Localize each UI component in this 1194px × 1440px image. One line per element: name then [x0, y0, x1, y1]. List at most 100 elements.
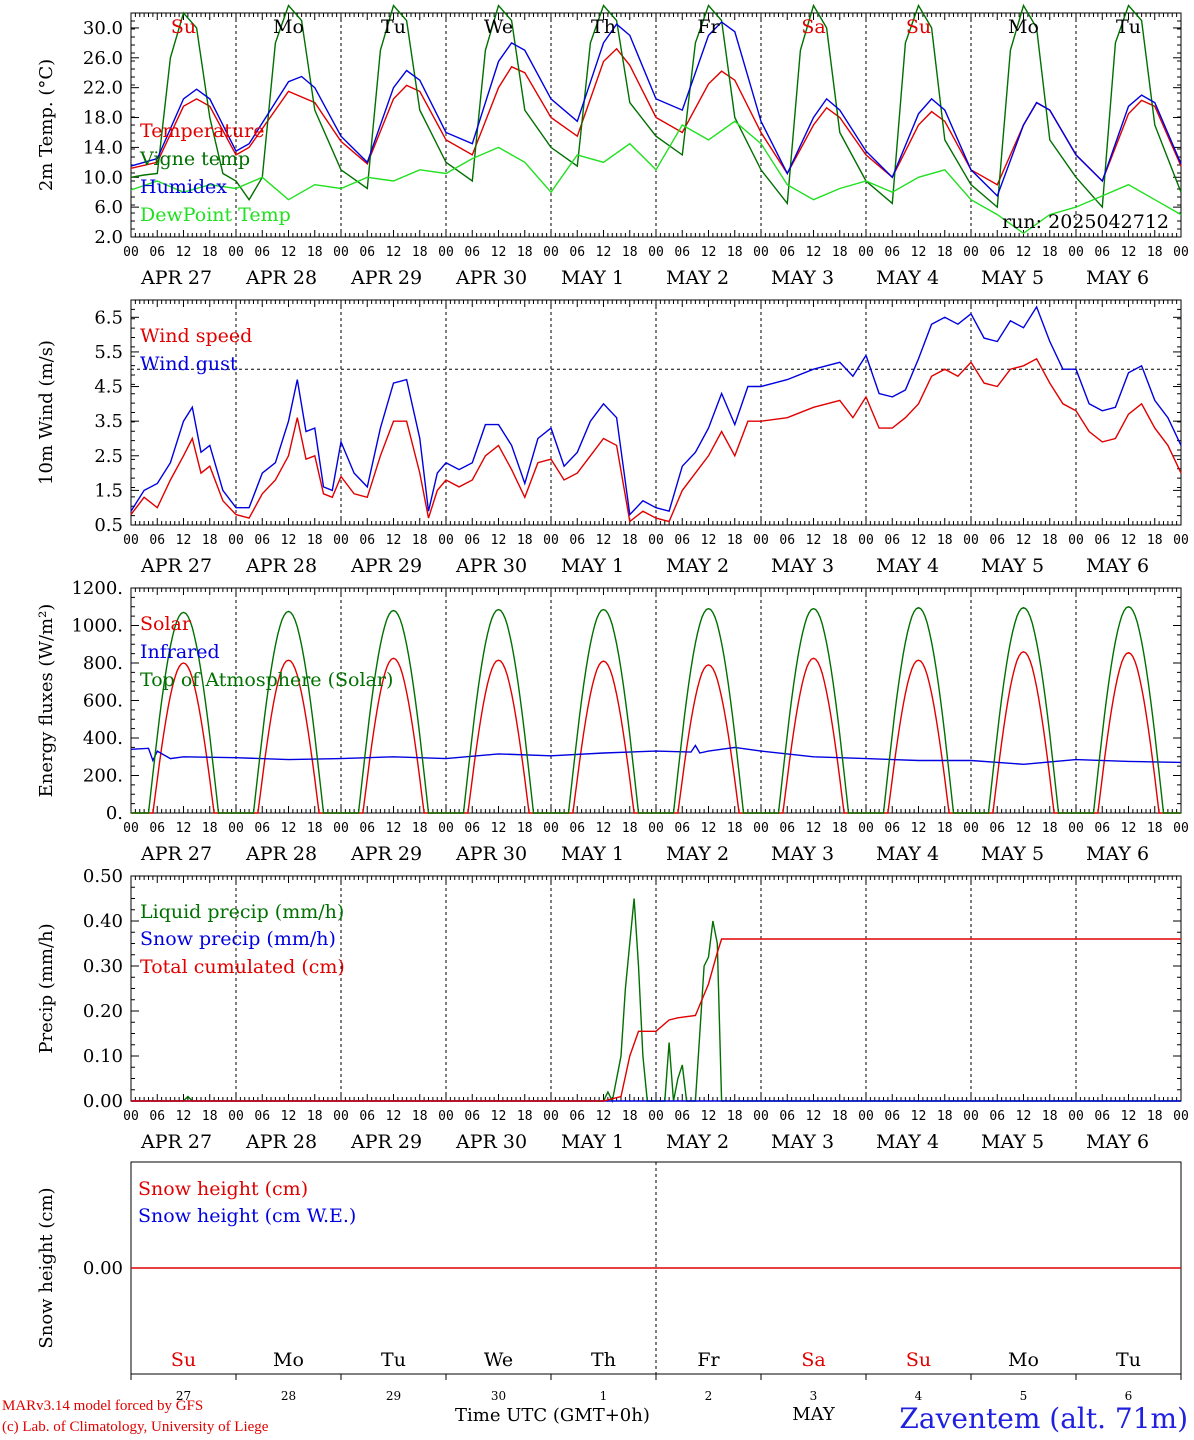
y-axis-label: 10m Wind (m/s)	[36, 340, 57, 485]
hour-tick-label: 06	[1094, 533, 1110, 548]
y-tick-label: 0.40	[83, 911, 123, 932]
day-number-label: 27	[176, 1389, 191, 1403]
y-tick-label: 6.5	[94, 307, 123, 328]
y-tick-label: 30.0	[83, 18, 123, 39]
hour-tick-label: 12	[1016, 245, 1032, 260]
panel-4	[130, 875, 1182, 1104]
hour-tick-label: 06	[674, 245, 690, 260]
date-label: APR 28	[245, 555, 317, 577]
hour-tick-label: 06	[464, 821, 480, 836]
hour-tick-label: 18	[832, 245, 848, 260]
hour-tick-label: 06	[989, 533, 1005, 548]
hour-tick-label: 00	[333, 821, 349, 836]
hour-tick-label: 06	[884, 1109, 900, 1124]
day-name-label: Su	[171, 1349, 196, 1371]
hour-tick-label: 00	[858, 1109, 874, 1124]
day-name-label: Mo	[1008, 1349, 1039, 1371]
hour-tick-label: 06	[779, 1109, 795, 1124]
panel-2	[130, 299, 1182, 526]
hour-tick-label: 06	[884, 821, 900, 836]
legend-entry: Top of Atmosphere (Solar)	[140, 669, 393, 691]
hour-tick-label: 06	[359, 533, 375, 548]
day-name-label: Sa	[801, 1349, 825, 1371]
hour-tick-label: 06	[884, 245, 900, 260]
hour-tick-label: 00	[963, 1109, 979, 1124]
hour-tick-label: 00	[753, 1109, 769, 1124]
day-name-label: Fr	[697, 1349, 720, 1371]
date-label: MAY 2	[666, 555, 729, 577]
hour-tick-label: 00	[228, 245, 244, 260]
hour-tick-label: 18	[622, 533, 638, 548]
hour-tick-label: 12	[1016, 533, 1032, 548]
hour-tick-label: 12	[1121, 821, 1137, 836]
y-tick-label: 600.	[83, 691, 123, 712]
hour-tick-label: 06	[989, 821, 1005, 836]
hour-tick-label: 18	[937, 821, 953, 836]
hour-tick-label: 06	[1094, 821, 1110, 836]
y-axis-label: Precip (mm/h)	[36, 923, 57, 1053]
day-number-label: 3	[810, 1389, 818, 1403]
hour-tick-label: 12	[1121, 1109, 1137, 1124]
hour-tick-label: 12	[596, 245, 612, 260]
hour-tick-label: 00	[753, 533, 769, 548]
hour-tick-label: 06	[779, 533, 795, 548]
hour-tick-label: 12	[281, 821, 297, 836]
hour-tick-label: 12	[701, 245, 717, 260]
date-label: APR 29	[350, 843, 422, 865]
hour-tick-label: 06	[149, 821, 165, 836]
legend-entry: Wind speed	[140, 325, 252, 347]
date-label: APR 29	[350, 1131, 422, 1153]
hour-tick-label: 12	[281, 245, 297, 260]
series-line-2	[130, 744, 1182, 766]
hour-tick-label: 12	[176, 821, 192, 836]
date-label: MAY 1	[561, 843, 624, 865]
date-label: MAY 5	[981, 267, 1044, 289]
hour-tick-label: 00	[858, 821, 874, 836]
series-line-3	[131, 938, 1181, 1102]
series-line-3	[131, 606, 1181, 814]
date-label: APR 28	[245, 843, 317, 865]
hour-tick-label: 18	[937, 245, 953, 260]
y-tick-label: 1000.	[71, 616, 123, 637]
hour-tick-label: 18	[622, 1109, 638, 1124]
hour-tick-label: 06	[359, 821, 375, 836]
legend-entry: Temperature	[140, 120, 264, 142]
hour-tick-label: 06	[989, 1109, 1005, 1124]
panel-1	[130, 3, 1182, 238]
day-name-label: Tu	[1116, 1349, 1141, 1371]
hour-tick-label: 18	[1147, 1109, 1163, 1124]
day-name-label: Su	[906, 1349, 931, 1371]
hour-tick-label: 00	[333, 245, 349, 260]
day-name-label: We	[484, 1349, 513, 1371]
day-name-label: We	[484, 16, 513, 38]
date-label: APR 27	[140, 267, 212, 289]
day-name-label: Su	[171, 16, 196, 38]
hour-tick-label: 18	[202, 533, 218, 548]
hour-tick-label: 06	[254, 533, 270, 548]
hour-tick-label: 00	[1068, 1109, 1084, 1124]
hour-tick-label: 00	[1173, 821, 1189, 836]
y-tick-label: 0.30	[83, 956, 123, 977]
hour-tick-label: 00	[648, 821, 664, 836]
hour-tick-label: 00	[438, 533, 454, 548]
hour-tick-label: 18	[1147, 245, 1163, 260]
date-label: APR 29	[350, 267, 422, 289]
hour-tick-label: 12	[596, 821, 612, 836]
y-tick-label: 0.	[106, 803, 123, 824]
date-label: APR 27	[140, 843, 212, 865]
y-tick-label: 4.5	[94, 377, 123, 398]
hour-tick-label: 18	[202, 245, 218, 260]
date-label: MAY 6	[1086, 555, 1149, 577]
y-tick-label: 6.0	[94, 197, 123, 218]
y-axis-label: Snow height (cm)	[36, 1187, 57, 1348]
hour-tick-label: 12	[1121, 533, 1137, 548]
hour-tick-label: 12	[491, 533, 507, 548]
hour-tick-label: 06	[359, 245, 375, 260]
hour-tick-label: 12	[806, 245, 822, 260]
date-label: MAY 1	[561, 555, 624, 577]
hour-tick-label: 06	[884, 533, 900, 548]
day-number-label: 29	[386, 1389, 401, 1403]
day-name-label: Fr	[697, 16, 720, 38]
hour-tick-label: 18	[622, 245, 638, 260]
